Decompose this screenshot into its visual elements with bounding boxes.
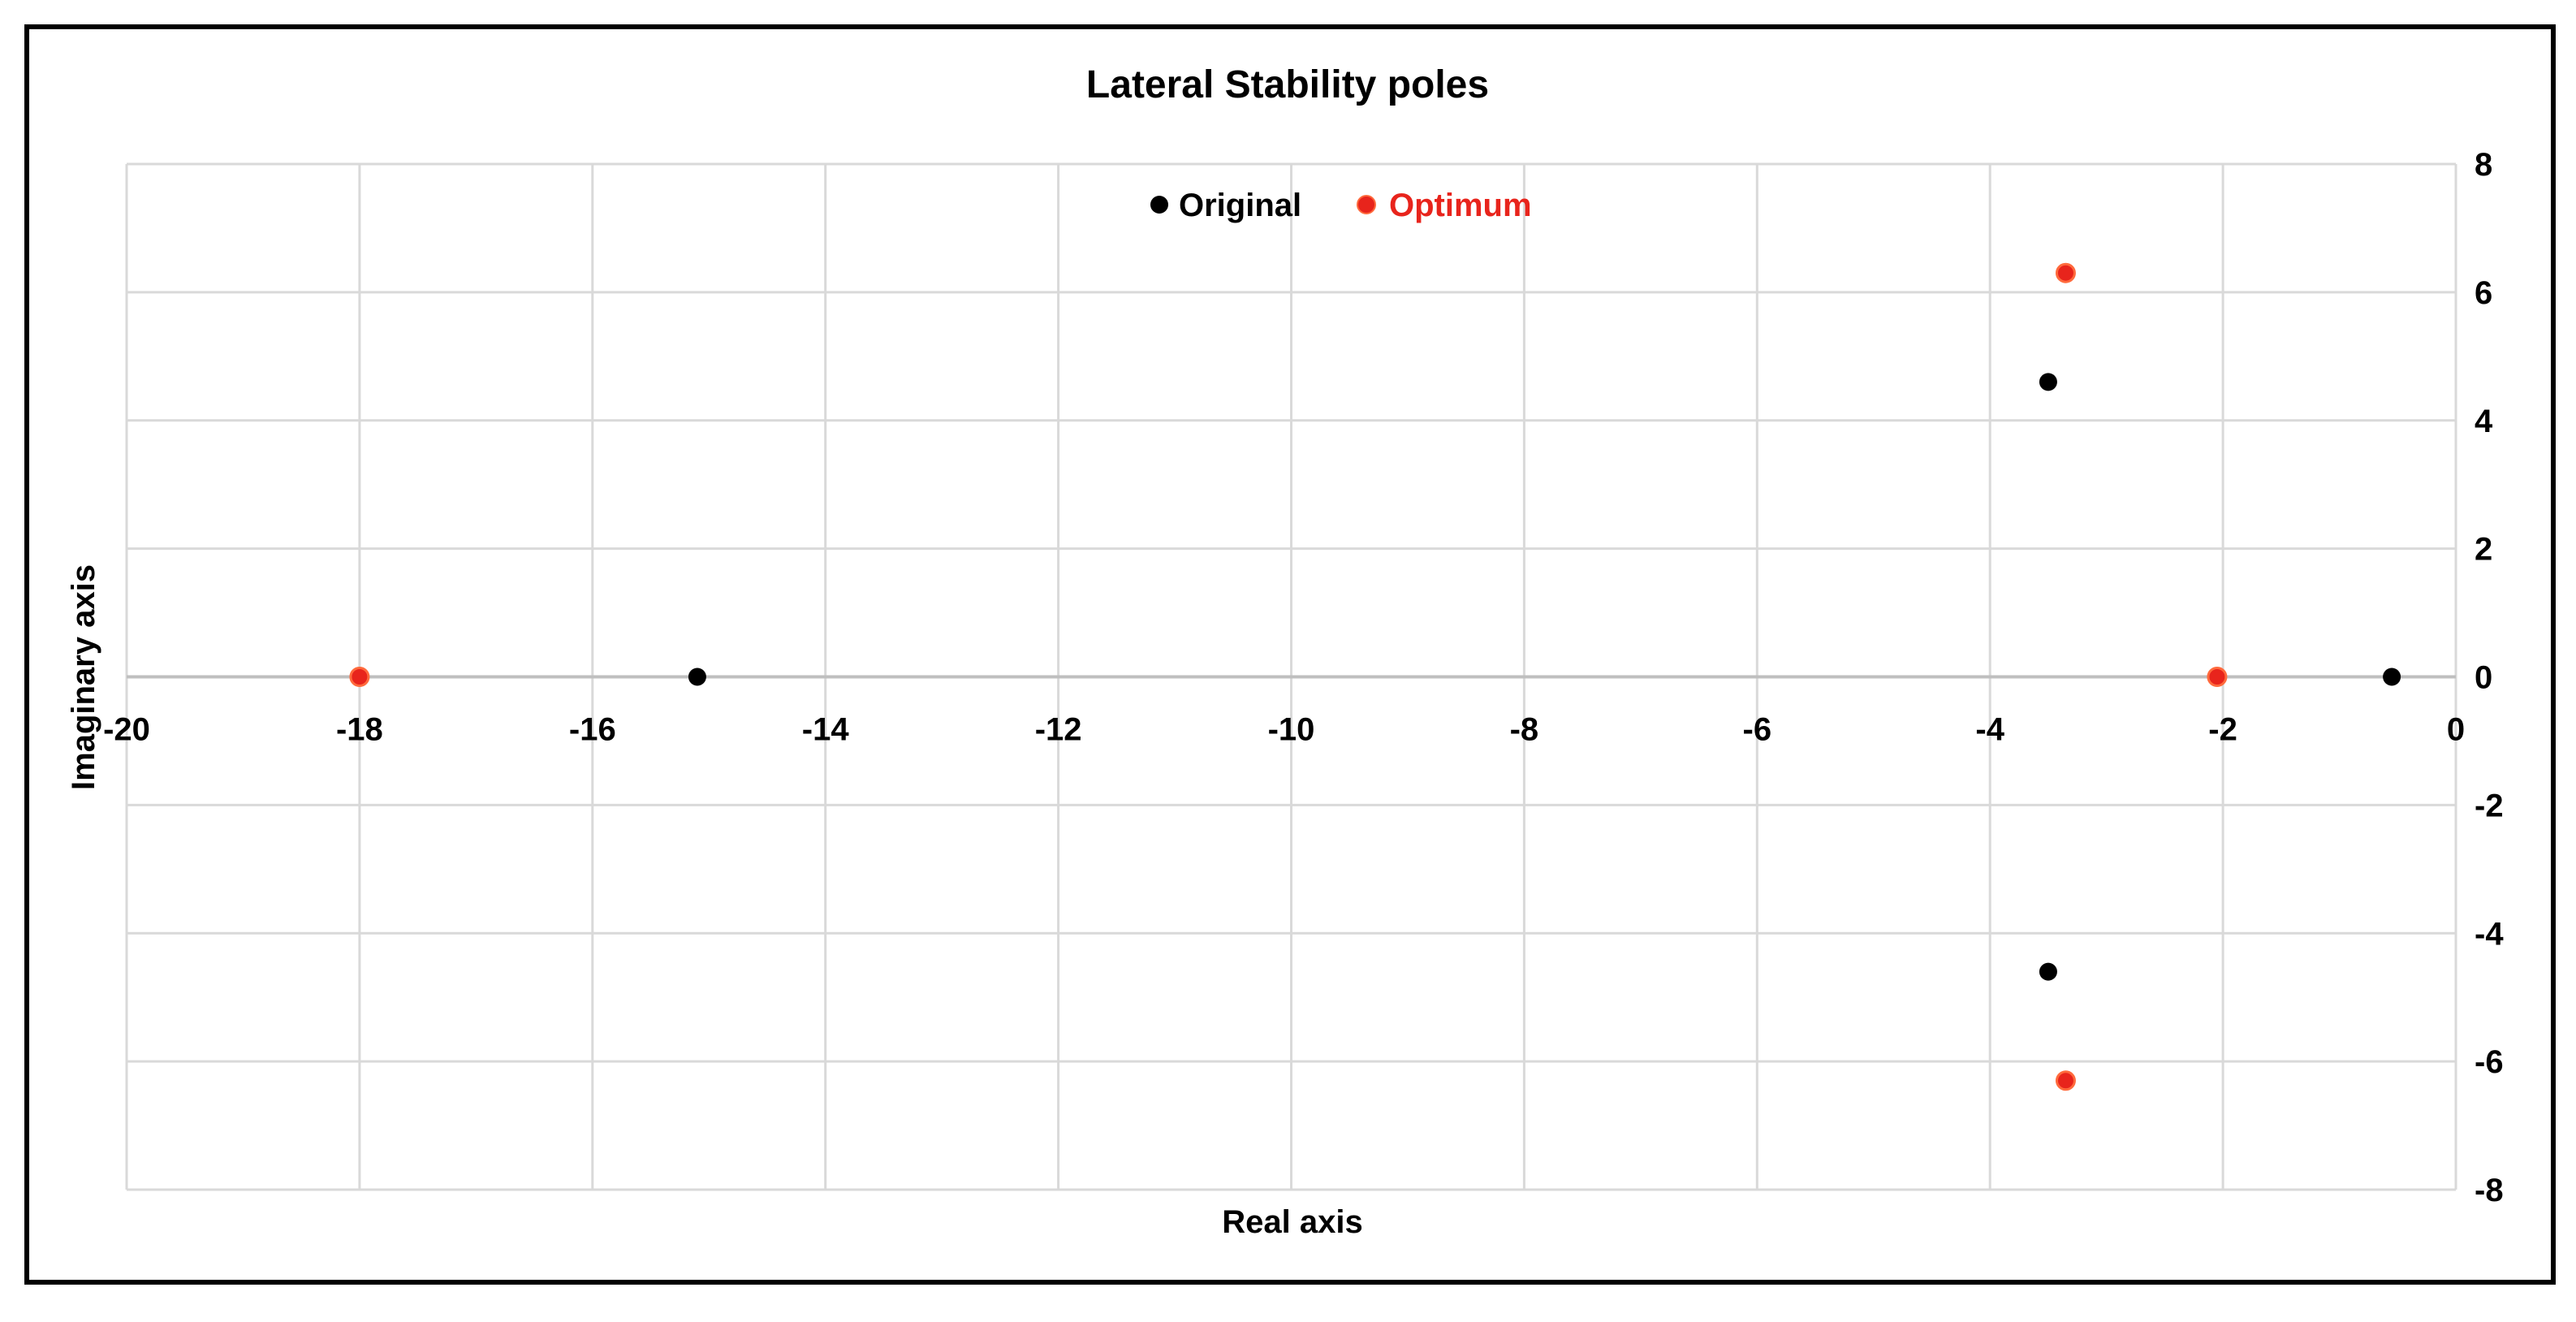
- x-tick-label: -10: [1268, 712, 1315, 748]
- x-tick-label: -2: [2208, 712, 2237, 748]
- x-tick-label: 0: [2447, 712, 2465, 748]
- x-tick-label: -4: [1975, 712, 2004, 748]
- optimum-point: [2207, 667, 2228, 687]
- x-tick-label: -16: [569, 712, 616, 748]
- y-tick-label: -4: [2475, 916, 2504, 952]
- y-tick-label: 8: [2475, 147, 2492, 183]
- data-points: [349, 262, 2401, 1091]
- optimum-point: [2055, 262, 2076, 283]
- y-tick-label: 0: [2475, 660, 2492, 696]
- x-tick-label: -8: [1510, 712, 1539, 748]
- original-point: [688, 667, 706, 686]
- y-tick-label: 4: [2475, 404, 2493, 439]
- legend-marker-original: [1150, 196, 1168, 214]
- x-tick-label: -14: [802, 712, 850, 748]
- original-point: [2039, 962, 2057, 981]
- x-tick-label: -12: [1035, 712, 1082, 748]
- y-tick-label: -8: [2475, 1173, 2504, 1208]
- x-tick-label: -6: [1743, 712, 1772, 748]
- x-axis-label: Real axis: [1222, 1204, 1362, 1240]
- original-point: [2383, 667, 2401, 686]
- x-tick-label: -20: [103, 712, 150, 748]
- chart-title: Lateral Stability poles: [1086, 63, 1489, 106]
- optimum-point: [2055, 1070, 2076, 1091]
- legend-label-optimum: Optimum: [1389, 188, 1532, 223]
- legend-marker-optimum: [1357, 195, 1376, 214]
- y-tick-label: -6: [2475, 1044, 2504, 1080]
- optimum-point: [349, 667, 370, 687]
- x-tick-label: -18: [336, 712, 383, 748]
- y-tick-label: 2: [2475, 532, 2492, 568]
- legend-label-original: Original: [1179, 188, 1301, 223]
- legend: Original Optimum: [1150, 188, 1532, 223]
- y-tick-label: 6: [2475, 275, 2492, 311]
- y-tick-label: -2: [2475, 788, 2504, 823]
- y-axis-label: Imaginary axis: [66, 564, 101, 790]
- original-point: [2039, 373, 2057, 391]
